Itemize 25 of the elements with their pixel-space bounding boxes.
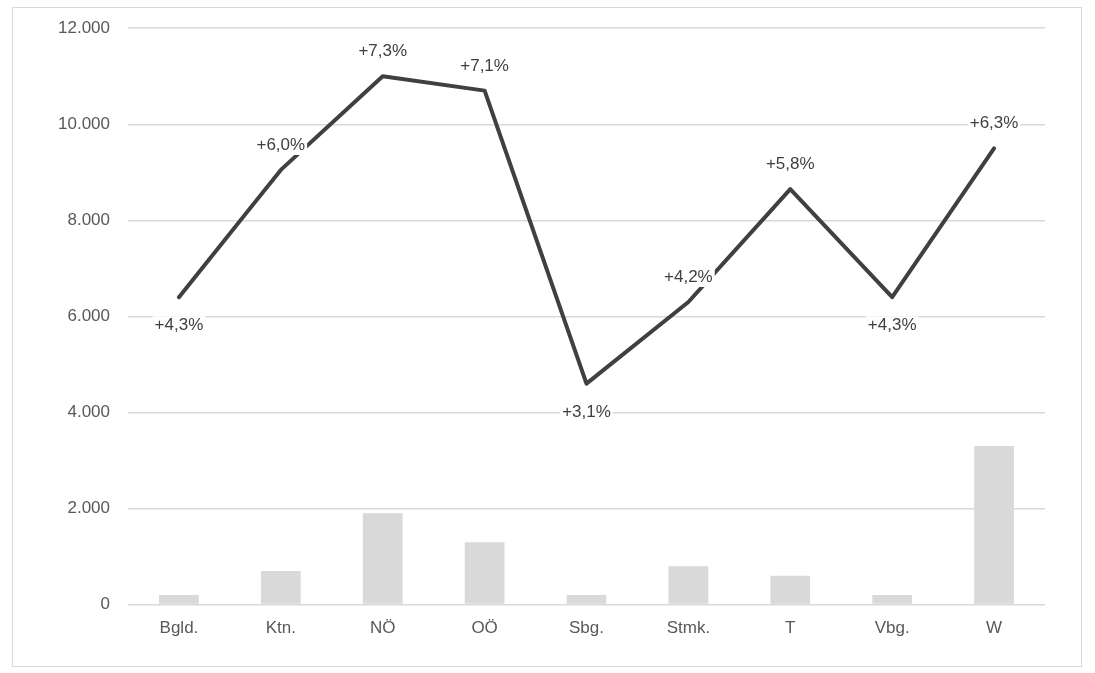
y-tick-label: 12.000: [58, 17, 110, 37]
x-tick-label: Stmk.: [666, 618, 711, 638]
annotation: +7,1%: [460, 55, 509, 75]
annotation: +7,3%: [358, 41, 408, 61]
x-tick-label: Ktn.: [265, 618, 296, 638]
y-tick-label: 8.000: [67, 210, 110, 230]
annotation: +4,3%: [154, 315, 204, 335]
x-tick-label: Vbg.: [874, 618, 910, 638]
y-tick-label: 6.000: [67, 306, 110, 326]
annotation: +6,3%: [969, 113, 1019, 133]
x-tick-label: W: [986, 618, 1003, 638]
x-tick-label: Bgld.: [159, 618, 199, 638]
annotation: +5,8%: [765, 154, 815, 174]
annotation: +6,0%: [256, 135, 306, 155]
y-tick-label: 0: [100, 594, 110, 614]
x-tick-label: NÖ: [369, 618, 396, 638]
annotation: +3,1%: [562, 401, 611, 421]
y-tick-label: 10.000: [58, 113, 110, 133]
annotation: +4,2%: [664, 267, 713, 287]
annotation: +4,3%: [867, 315, 917, 335]
y-tick-label: 4.000: [67, 402, 110, 422]
x-tick-label: Sbg.: [569, 618, 604, 638]
y-tick-label: 2.000: [67, 498, 110, 518]
x-tick-label: OÖ: [471, 618, 498, 638]
x-tick-label: T: [785, 618, 796, 638]
